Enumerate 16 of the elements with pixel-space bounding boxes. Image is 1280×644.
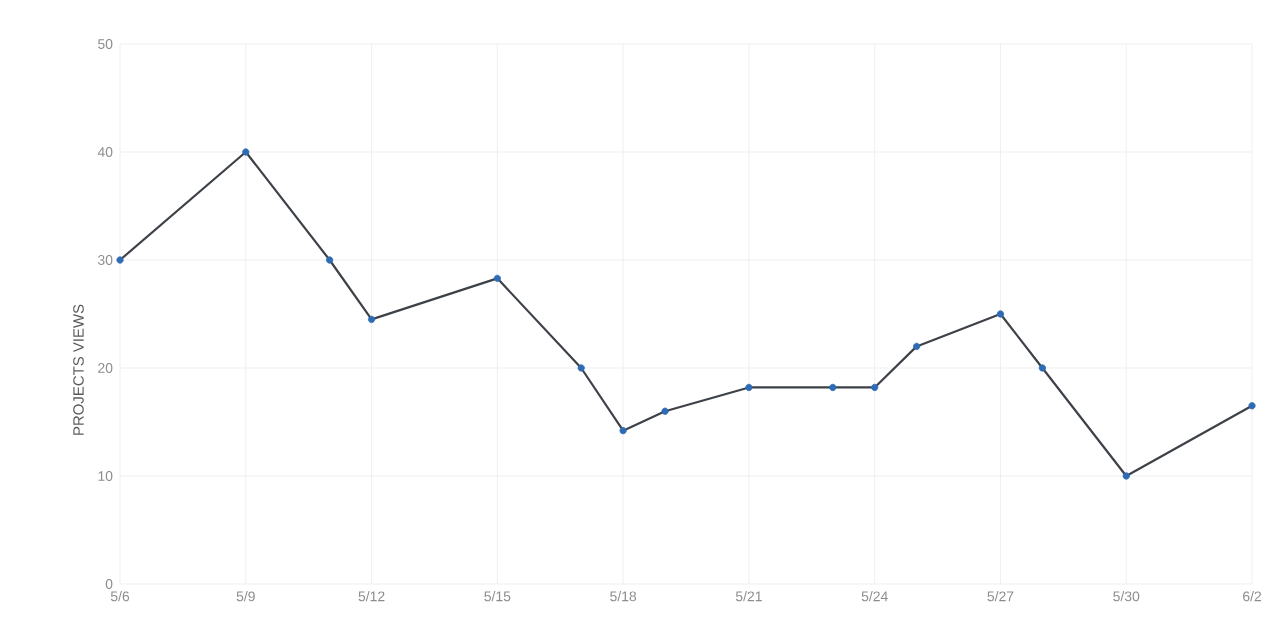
- point: [242, 148, 250, 156]
- point: [661, 407, 669, 415]
- point: [996, 310, 1005, 318]
- point: [619, 427, 627, 435]
- point: [1122, 472, 1130, 480]
- point: [871, 383, 879, 392]
- point: [1038, 364, 1046, 372]
- point: [1248, 402, 1256, 410]
- point: [326, 256, 334, 264]
- point: [745, 383, 753, 392]
- point: [493, 274, 501, 282]
- point: [116, 256, 124, 264]
- point: [577, 364, 585, 372]
- point: [829, 383, 837, 392]
- point: [367, 315, 376, 323]
- point: [913, 342, 921, 350]
